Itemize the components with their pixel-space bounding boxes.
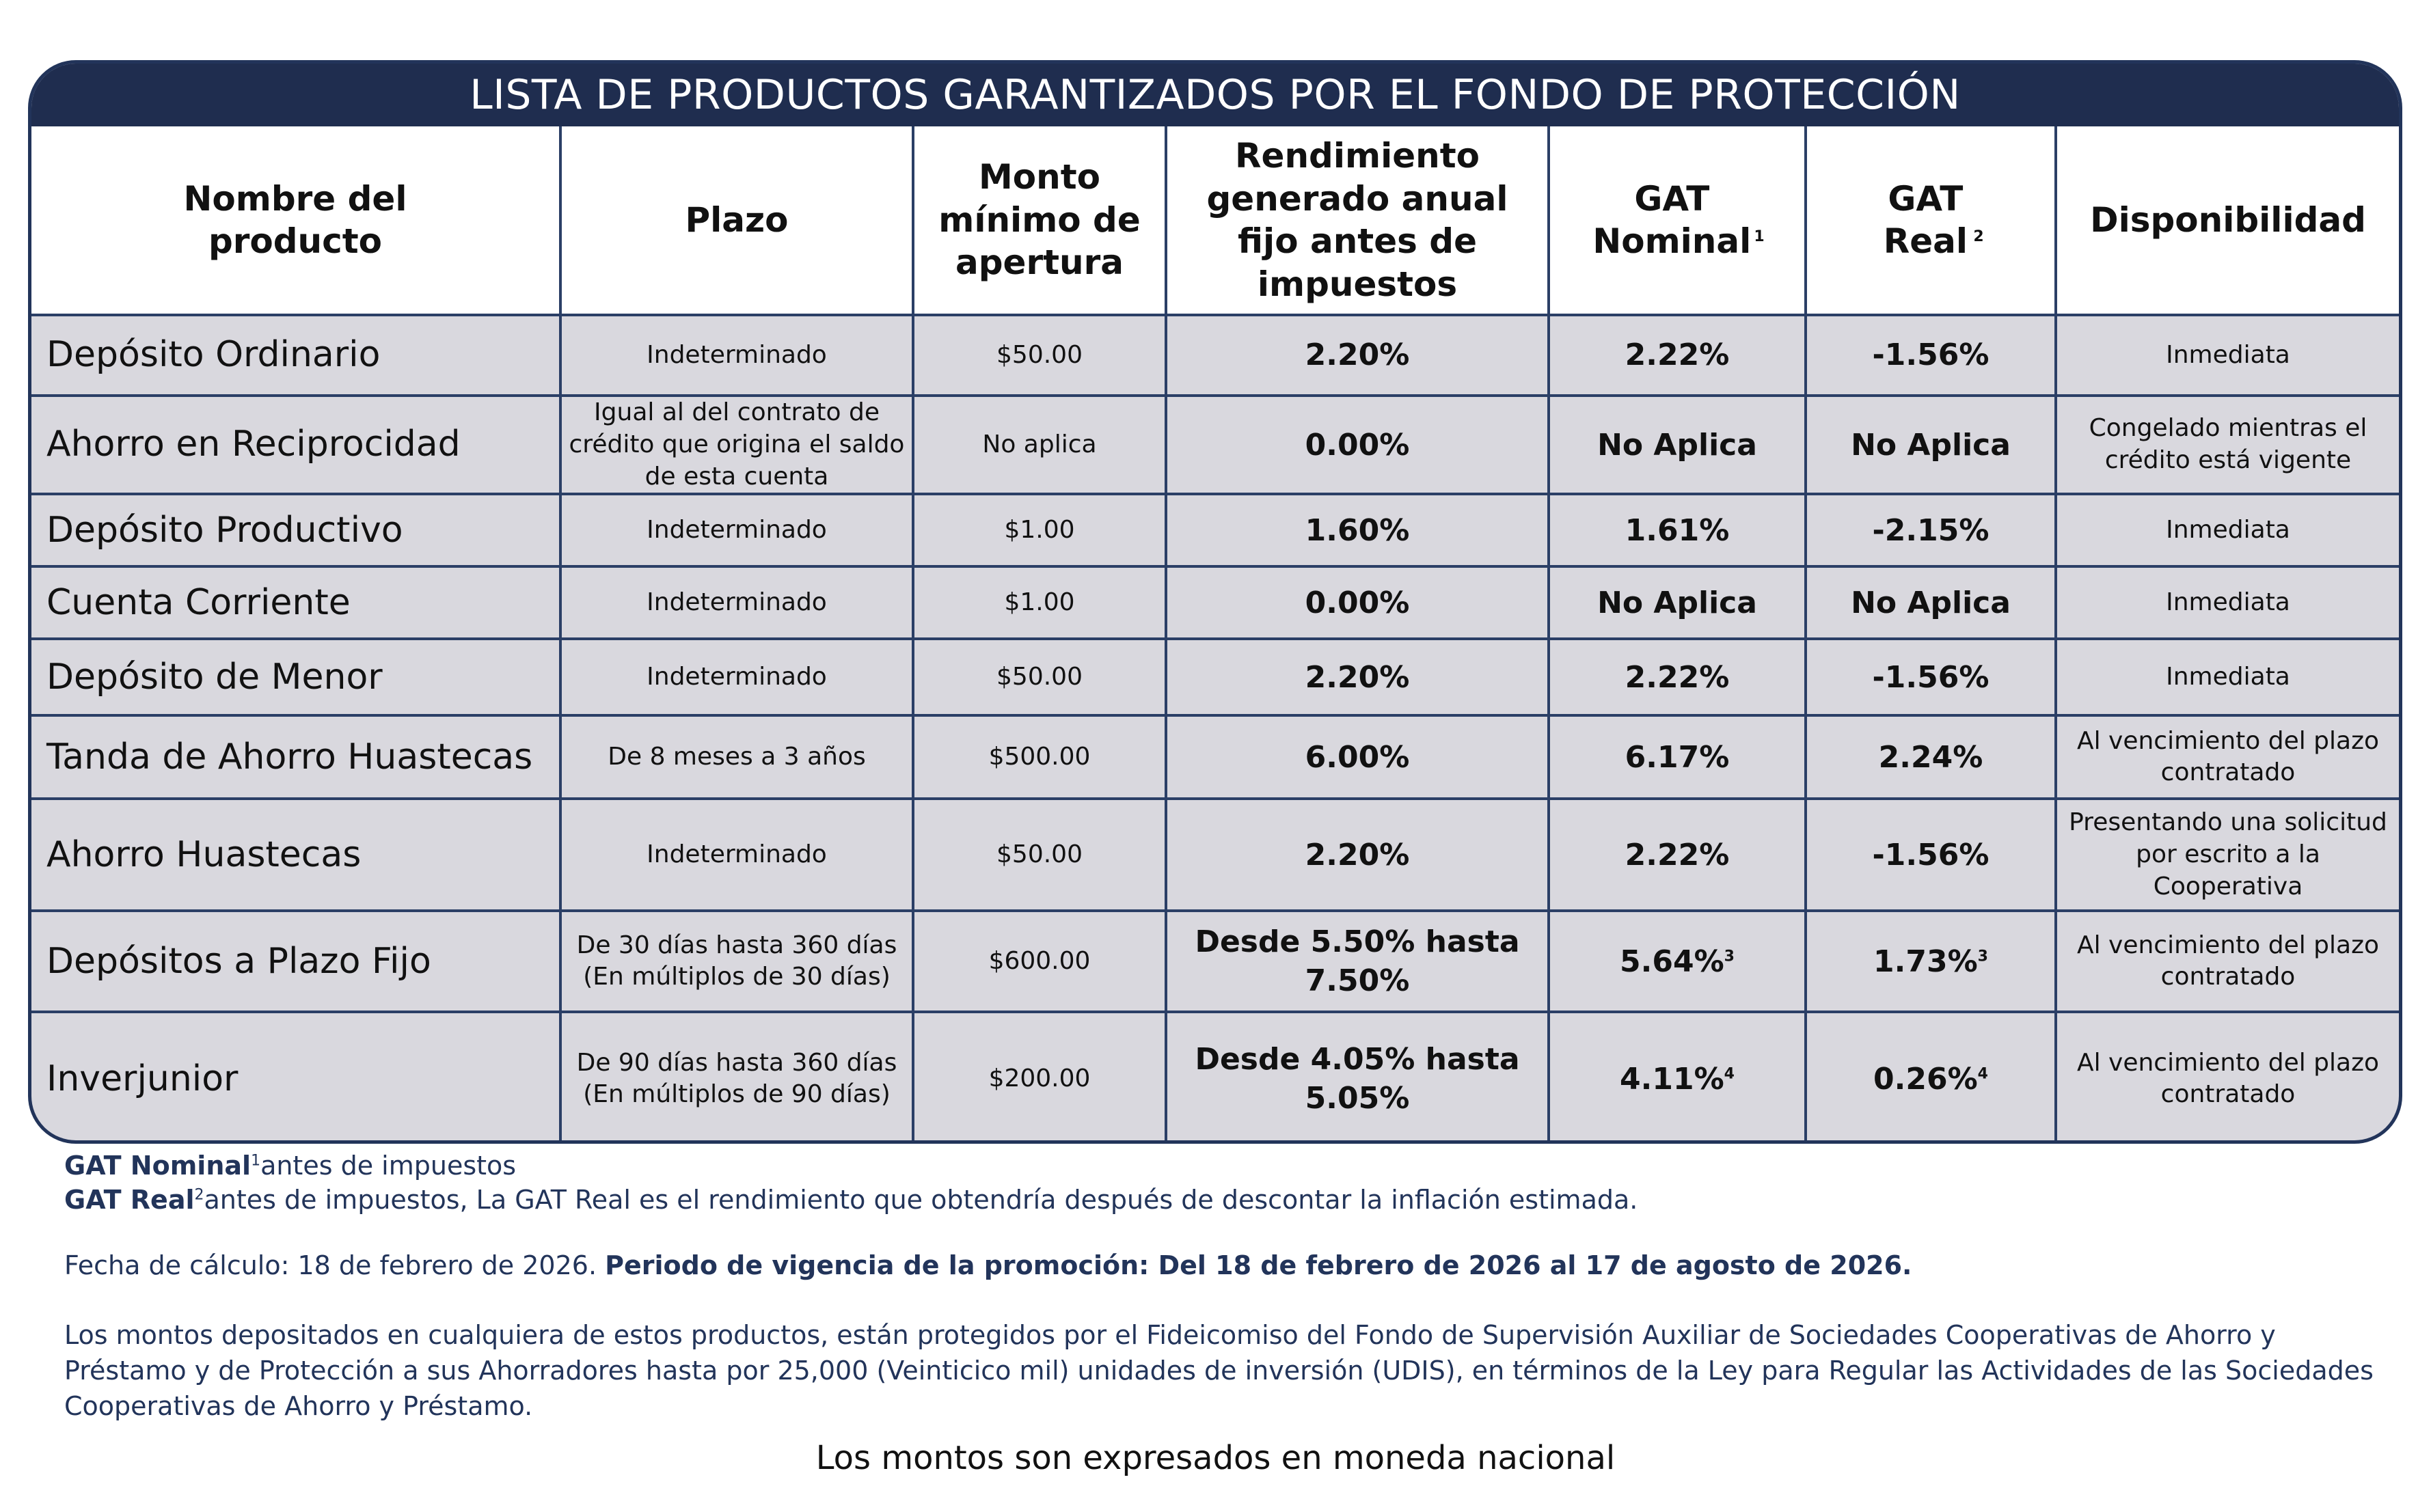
cell-plazo: De 30 días hasta 360 días (En múltiplos …: [559, 909, 914, 1014]
cell-gat-real: -1.56%: [1804, 314, 2057, 397]
cell-plazo: Indeterminado: [559, 565, 914, 641]
cell-nombre: Depósitos a Plazo Fijo: [31, 909, 562, 1014]
table-row: Tanda de Ahorro Huastecas De 8 meses a 3…: [31, 714, 2399, 801]
cell-plazo: De 8 meses a 3 años: [559, 714, 914, 801]
cell-rendimiento: 0.00%: [1165, 565, 1550, 641]
cell-plazo: De 90 días hasta 360 días (En múltiplos …: [559, 1011, 914, 1140]
footnote-dates: Fecha de cálculo: 18 de febrero de 2026.…: [64, 1248, 2374, 1283]
cell-disponibilidad: Al vencimiento del plazo contratado: [2054, 1011, 2399, 1140]
cell-gat-real: 2.24%: [1804, 714, 2057, 801]
header-row: Nombre del producto Plazo Monto mínimo d…: [31, 126, 2399, 316]
header-nombre: Nombre del producto: [31, 126, 562, 316]
cell-disponibilidad: Presentando una solicitud por escrito a …: [2054, 797, 2399, 913]
cell-monto: No aplica: [912, 394, 1167, 496]
footnote-proteccion: Los montos depositados en cualquiera de …: [64, 1320, 2374, 1421]
cell-plazo: Indeterminado: [559, 637, 914, 717]
cell-monto: $1.00: [912, 493, 1167, 568]
table-row: Depósito Ordinario Indeterminado $50.00 …: [31, 314, 2399, 397]
table-row: Ahorro Huastecas Indeterminado $50.00 2.…: [31, 797, 2399, 913]
footnote-moneda: Los montos son expresados en moneda naci…: [815, 1439, 1616, 1477]
cell-nombre: Ahorro Huastecas: [31, 797, 562, 913]
footnote-gat-nominal: GAT Nominal1antes de impuestos: [64, 1151, 517, 1181]
cell-gat-real: 0.26%4: [1804, 1011, 2057, 1140]
cell-monto: $600.00: [912, 909, 1167, 1014]
cell-monto: $50.00: [912, 797, 1167, 913]
table-row: Ahorro en Reciprocidad Igual al del cont…: [31, 394, 2399, 496]
cell-rendimiento: Desde 5.50% hasta 7.50%: [1165, 909, 1550, 1014]
cell-nombre: Ahorro en Reciprocidad: [31, 394, 562, 496]
fecha-calculo: Fecha de cálculo: 18 de febrero de 2026.: [64, 1250, 597, 1280]
cell-rendimiento: 2.20%: [1165, 637, 1550, 717]
header-gat-nominal-sup: 1: [1754, 228, 1765, 245]
cell-plazo: Igual al del contrato de crédito que ori…: [559, 394, 914, 496]
products-table: Nombre del producto Plazo Monto mínimo d…: [31, 126, 2399, 1140]
cell-disponibilidad: Inmediata: [2054, 565, 2399, 641]
cell-gat-nominal: 6.17%: [1547, 714, 1807, 801]
table-row: Depósitos a Plazo Fijo De 30 días hasta …: [31, 909, 2399, 1014]
cell-nombre: Cuenta Corriente: [31, 565, 562, 641]
cell-gat-nominal: No Aplica: [1547, 565, 1807, 641]
cell-nombre: Depósito Productivo: [31, 493, 562, 568]
header-gat-real: GAT Real 2: [1804, 126, 2057, 316]
footnote-gat-real: GAT Real2antes de impuestos, La GAT Real…: [64, 1185, 1638, 1215]
cell-disponibilidad: Al vencimiento del plazo contratado: [2054, 714, 2399, 801]
cell-plazo: Indeterminado: [559, 314, 914, 397]
products-table-card: LISTA DE PRODUCTOS GARANTIZADOS POR EL F…: [28, 60, 2402, 1144]
cell-gat-nominal: 5.64%3: [1547, 909, 1807, 1014]
cell-monto: $200.00: [912, 1011, 1167, 1140]
header-disponibilidad: Disponibilidad: [2054, 126, 2399, 316]
cell-disponibilidad: Congelado mientras el crédito está vigen…: [2054, 394, 2399, 496]
cell-rendimiento: Desde 4.05% hasta 5.05%: [1165, 1011, 1550, 1140]
cell-plazo: Indeterminado: [559, 797, 914, 913]
cell-gat-nominal: No Aplica: [1547, 394, 1807, 496]
cell-disponibilidad: Al vencimiento del plazo contratado: [2054, 909, 2399, 1014]
header-plazo: Plazo: [559, 126, 914, 316]
cell-monto: $50.00: [912, 637, 1167, 717]
cell-gat-real: No Aplica: [1804, 394, 2057, 496]
cell-gat-real: -2.15%: [1804, 493, 2057, 568]
table-row: Cuenta Corriente Indeterminado $1.00 0.0…: [31, 565, 2399, 641]
header-gat-nominal: GAT Nominal 1: [1547, 126, 1807, 316]
header-rendimiento: Rendimiento generado anual fijo antes de…: [1165, 126, 1550, 316]
cell-nombre: Depósito de Menor: [31, 637, 562, 717]
cell-gat-nominal: 2.22%: [1547, 797, 1807, 913]
cell-gat-nominal: 4.11%4: [1547, 1011, 1807, 1140]
cell-plazo: Indeterminado: [559, 493, 914, 568]
cell-gat-real: No Aplica: [1804, 565, 2057, 641]
periodo-vigencia: Periodo de vigencia de la promoción: Del…: [605, 1250, 1912, 1280]
cell-nombre: Depósito Ordinario: [31, 314, 562, 397]
table-row: Inverjunior De 90 días hasta 360 días (E…: [31, 1011, 2399, 1140]
cell-rendimiento: 2.20%: [1165, 797, 1550, 913]
cell-gat-real: 1.73%3: [1804, 909, 2057, 1014]
cell-nombre: Tanda de Ahorro Huastecas: [31, 714, 562, 801]
cell-disponibilidad: Inmediata: [2054, 493, 2399, 568]
cell-nombre: Inverjunior: [31, 1011, 562, 1140]
cell-rendimiento: 1.60%: [1165, 493, 1550, 568]
cell-monto: $500.00: [912, 714, 1167, 801]
cell-rendimiento: 6.00%: [1165, 714, 1550, 801]
cell-gat-real: -1.56%: [1804, 637, 2057, 717]
cell-gat-nominal: 2.22%: [1547, 314, 1807, 397]
cell-disponibilidad: Inmediata: [2054, 314, 2399, 397]
header-gat-real-sup: 2: [1973, 228, 1984, 245]
cell-gat-nominal: 1.61%: [1547, 493, 1807, 568]
table-row: Depósito de Menor Indeterminado $50.00 2…: [31, 637, 2399, 717]
cell-gat-real: -1.56%: [1804, 797, 2057, 913]
cell-gat-nominal: 2.22%: [1547, 637, 1807, 717]
table-title: LISTA DE PRODUCTOS GARANTIZADOS POR EL F…: [31, 64, 2399, 126]
table-row: Depósito Productivo Indeterminado $1.00 …: [31, 493, 2399, 568]
cell-rendimiento: 0.00%: [1165, 394, 1550, 496]
cell-monto: $50.00: [912, 314, 1167, 397]
cell-monto: $1.00: [912, 565, 1167, 641]
cell-rendimiento: 2.20%: [1165, 314, 1550, 397]
header-monto: Monto mínimo de apertura: [912, 126, 1167, 316]
cell-disponibilidad: Inmediata: [2054, 637, 2399, 717]
